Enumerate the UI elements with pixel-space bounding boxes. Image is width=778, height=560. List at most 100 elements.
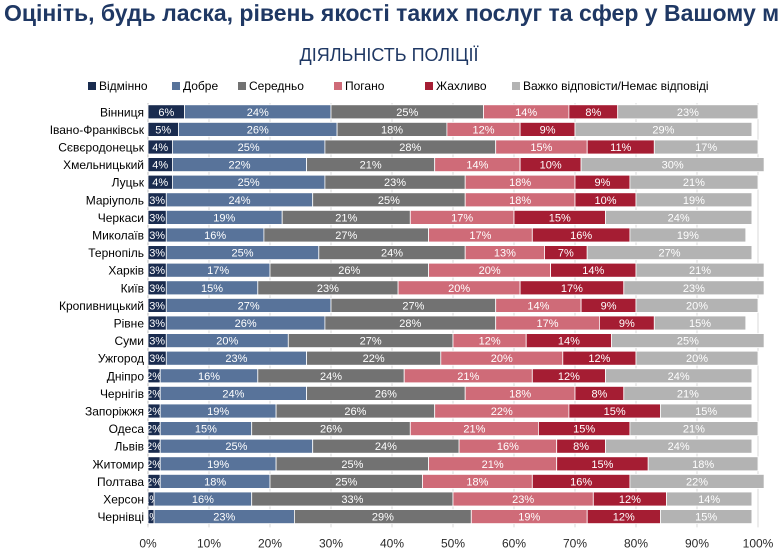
data-label: 19%: [683, 195, 705, 207]
data-label: 16%: [198, 371, 220, 383]
data-label: 17%: [695, 142, 717, 154]
data-label: 26%: [235, 318, 257, 330]
data-label: 9%: [619, 318, 635, 330]
x-tick-label: 70%: [563, 536, 587, 550]
bar-segment: [635, 297, 759, 313]
data-label: 18%: [204, 476, 226, 488]
x-tick-label: 50%: [441, 536, 465, 550]
data-label: 3%: [149, 283, 165, 295]
bar-segment: [653, 139, 759, 155]
bar-segment: [635, 262, 765, 278]
data-label: 10%: [540, 160, 562, 172]
category-label: Херсон: [103, 493, 144, 507]
data-label: 23%: [317, 283, 339, 295]
bar-segment: [623, 280, 765, 296]
category-label: Житомир: [93, 457, 145, 471]
data-label: 25%: [677, 336, 699, 348]
data-label: 20%: [448, 283, 470, 295]
data-label: 21%: [457, 371, 479, 383]
data-label: 3%: [149, 248, 165, 260]
bar-segment: [629, 421, 759, 437]
data-label: 4%: [152, 160, 168, 172]
data-label: 10%: [594, 195, 616, 207]
data-label: 16%: [497, 441, 519, 453]
data-label: 3%: [149, 212, 165, 224]
data-label: 28%: [399, 318, 421, 330]
data-label: 9%: [601, 300, 617, 312]
data-label: 18%: [509, 388, 531, 400]
category-label: Миколаїв: [92, 229, 144, 243]
data-label: 21%: [677, 388, 699, 400]
category-label: Маріуполь: [86, 193, 144, 207]
data-label: 18%: [692, 459, 714, 471]
category-label: Івано-Франківськ: [50, 123, 145, 137]
data-label: 6%: [158, 107, 174, 119]
data-label: 3%: [149, 353, 165, 365]
category-label: Запоріжжя: [85, 405, 144, 419]
category-label: Кропивницький: [59, 299, 144, 313]
data-label: 20%: [686, 300, 708, 312]
data-label: 9%: [540, 124, 556, 136]
data-label: 21%: [683, 424, 705, 436]
data-label: 23%: [512, 494, 534, 506]
data-label: 23%: [683, 283, 705, 295]
data-label: 27%: [335, 230, 357, 242]
bar-segment: [635, 350, 759, 366]
data-label: 15%: [695, 406, 717, 418]
data-label: 24%: [320, 371, 342, 383]
bar-segment: [629, 227, 747, 243]
data-label: 29%: [372, 512, 394, 524]
data-label: 24%: [247, 107, 269, 119]
legend-swatch: [88, 82, 96, 90]
data-label: 23%: [213, 512, 235, 524]
data-label: 28%: [399, 142, 421, 154]
data-label: 26%: [320, 424, 342, 436]
data-label: 14%: [558, 336, 580, 348]
data-label: 12%: [558, 371, 580, 383]
data-label: 3%: [149, 336, 165, 348]
data-label: 16%: [204, 230, 226, 242]
data-label: 16%: [192, 494, 214, 506]
data-label: 21%: [482, 459, 504, 471]
data-label: 17%: [469, 230, 491, 242]
bar-segment: [574, 122, 753, 137]
data-label: 24%: [375, 441, 397, 453]
data-label: 15%: [573, 424, 595, 436]
data-label: 3%: [149, 300, 165, 312]
legend-label: Відмінно: [99, 79, 148, 93]
category-label: Харків: [108, 264, 144, 278]
data-label: 23%: [677, 107, 699, 119]
data-label: 19%: [207, 459, 229, 471]
x-tick-label: 90%: [685, 536, 709, 550]
data-label: 16%: [570, 476, 592, 488]
data-label: 25%: [238, 142, 260, 154]
data-label: 2%: [146, 441, 162, 453]
data-label: 22%: [363, 353, 385, 365]
data-label: 30%: [662, 160, 684, 172]
bar-segment: [586, 245, 753, 261]
legend-label: Добре: [183, 79, 218, 93]
data-label: 18%: [509, 177, 531, 189]
page-title: Оцініть, будь ласка, рівень якості таких…: [4, 0, 778, 26]
data-label: 21%: [689, 265, 711, 277]
data-label: 25%: [396, 107, 418, 119]
data-label: 14%: [515, 107, 537, 119]
category-label: Черкаси: [98, 211, 144, 225]
bar-segment: [605, 368, 753, 384]
data-label: 12%: [472, 124, 494, 136]
category-label: Сєвєродонецьк: [58, 141, 144, 155]
bar-segment: [666, 491, 753, 507]
bar-segment: [629, 473, 765, 489]
data-label: 9%: [594, 177, 610, 189]
data-label: 21%: [683, 177, 705, 189]
data-label: 5%: [155, 124, 171, 136]
data-label: 17%: [207, 265, 229, 277]
data-label: 22%: [686, 476, 708, 488]
data-label: 21%: [360, 160, 382, 172]
data-label: 2%: [146, 424, 162, 436]
category-label: Київ: [121, 281, 144, 295]
x-tick-label: 60%: [502, 536, 526, 550]
data-label: 24%: [668, 371, 690, 383]
data-label: 25%: [232, 248, 254, 260]
data-label: 3%: [149, 230, 165, 242]
